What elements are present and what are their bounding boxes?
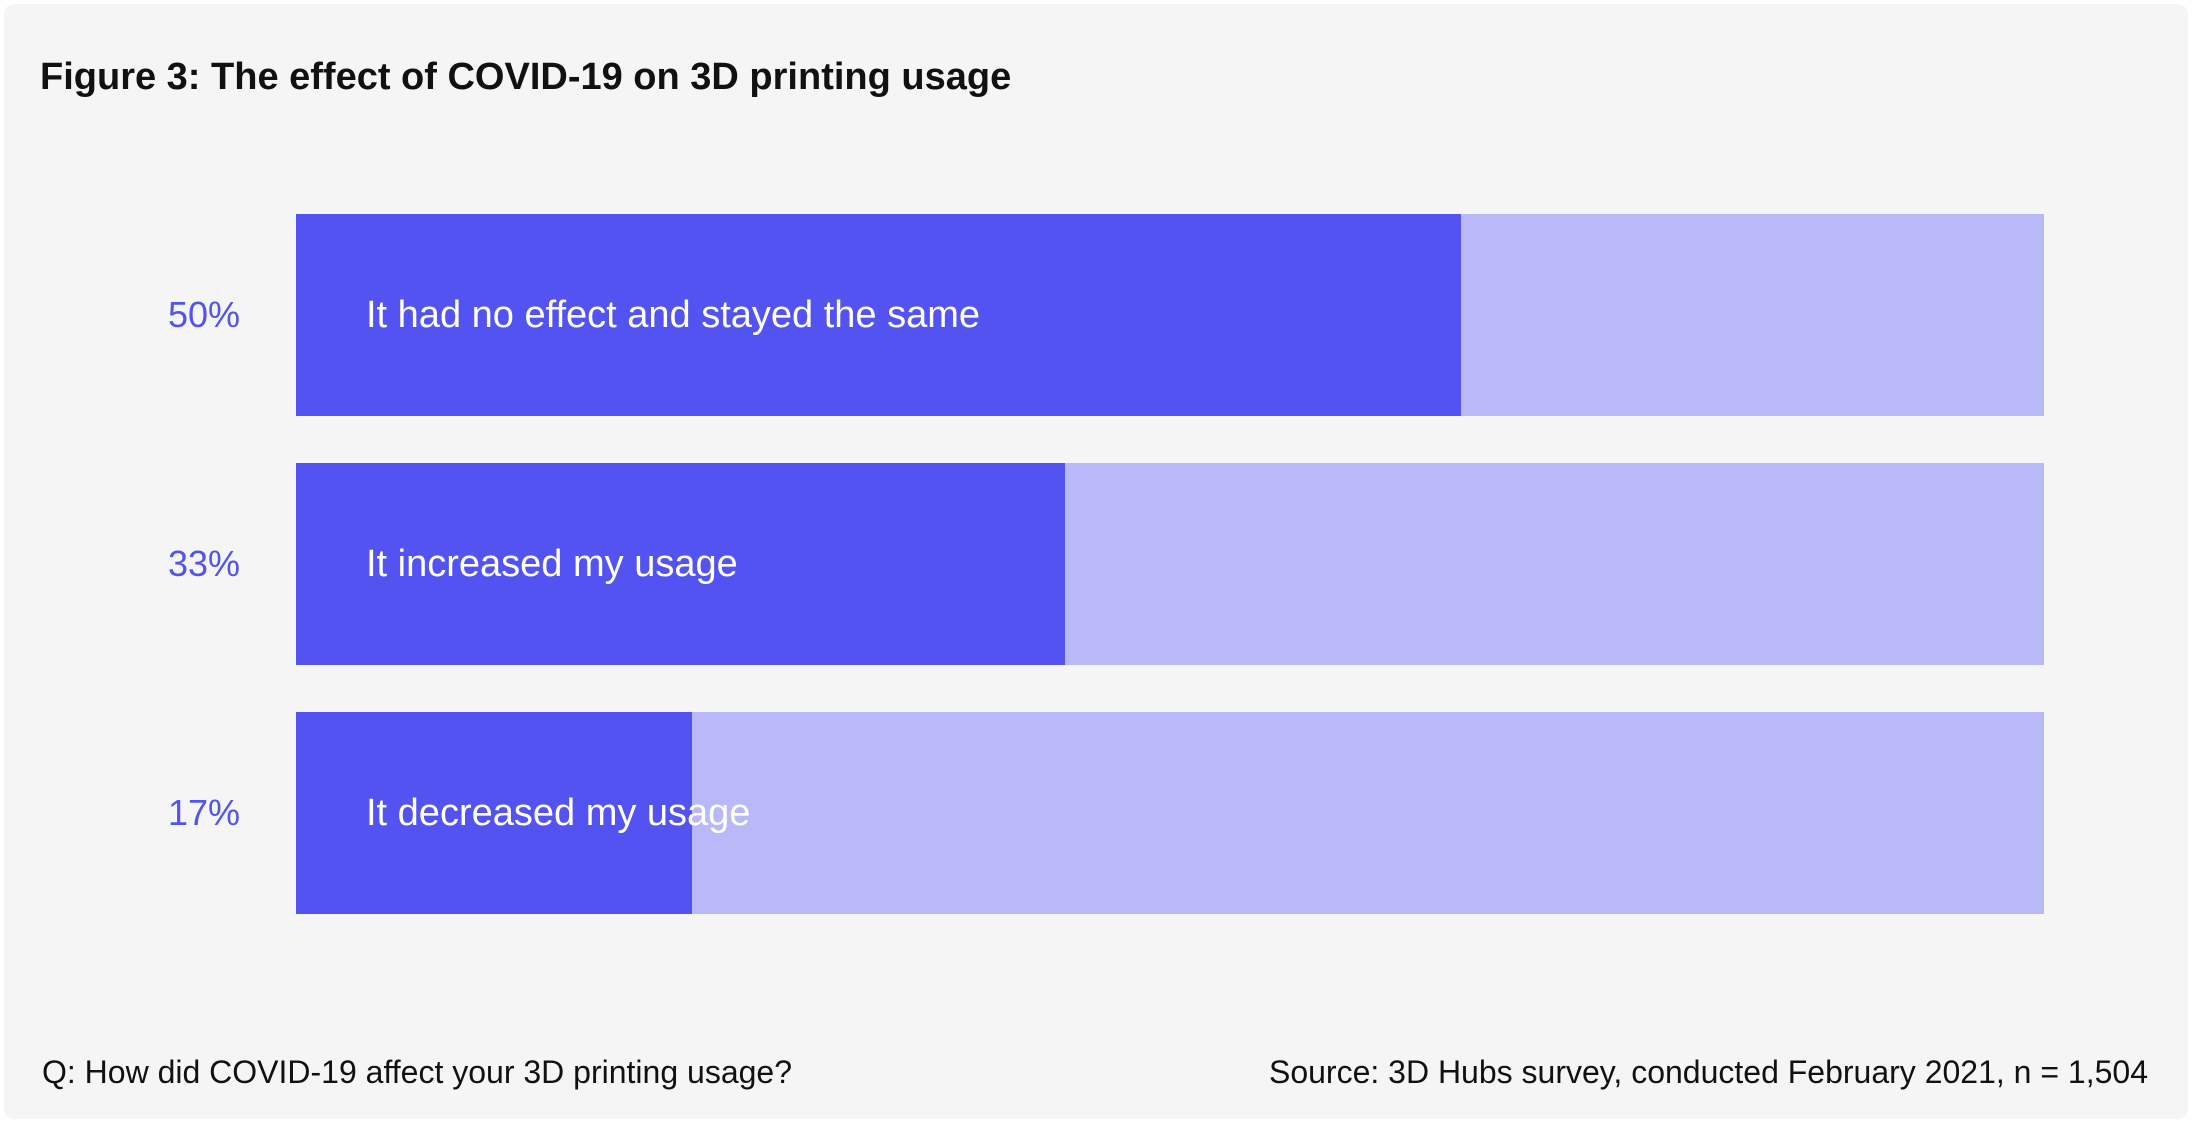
survey-question: Q: How did COVID-19 affect your 3D print…: [42, 1054, 792, 1090]
bar-row: 33% It increased my usage: [4, 463, 2188, 665]
chart-card: Figure 3: The effect of COVID-19 on 3D p…: [4, 4, 2188, 1119]
source-note: Source: 3D Hubs survey, conducted Februa…: [1268, 1054, 2148, 1090]
bar-value-label: 33%: [167, 543, 240, 584]
bar-chart: 50% It had no effect and stayed the same 3…: [4, 4, 2188, 1119]
bar-value-label: 50%: [167, 294, 240, 335]
bar-track: It increased my usage: [296, 463, 2044, 665]
bar: [296, 712, 693, 914]
bar-track: It had no effect and stayed the same: [296, 214, 2044, 416]
bar-track: It decreased my usage: [296, 712, 2044, 914]
bar-row: 17% It decreased my usage: [4, 712, 2188, 914]
bar-category-label: It had no effect and stayed the same: [366, 294, 981, 336]
bar-row: 50% It had no effect and stayed the same: [4, 214, 2188, 416]
bar: [296, 463, 1066, 665]
bar-category-label: It decreased my usage: [366, 792, 751, 834]
chart-title: Figure 3: The effect of COVID-19 on 3D p…: [40, 56, 1012, 98]
bar: [296, 214, 1462, 416]
bar-value-label: 17%: [167, 792, 240, 833]
bar-category-label: It increased my usage: [366, 543, 738, 585]
